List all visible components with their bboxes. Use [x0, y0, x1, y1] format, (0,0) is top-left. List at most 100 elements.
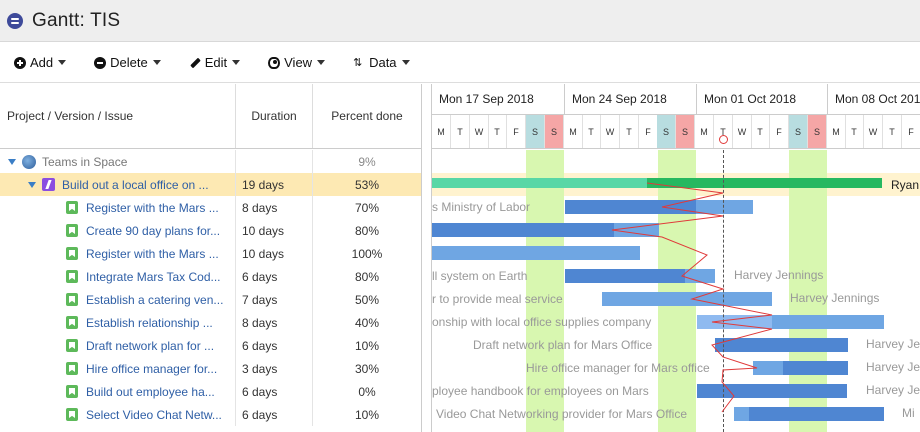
task-bar[interactable] — [697, 384, 847, 398]
name-cell: Establish a catering ven... — [0, 288, 236, 311]
task-bar[interactable] — [565, 269, 715, 283]
column-header-percent[interactable]: Percent done — [331, 109, 403, 123]
table-row[interactable]: Select Video Chat Netw... 6 days 10% — [0, 403, 421, 426]
name-cell: Register with the Mars ... — [0, 242, 236, 265]
table-row[interactable]: Integrate Mars Tax Cod... 6 days 80% — [0, 265, 421, 288]
task-progress — [602, 292, 687, 306]
day-header: S — [808, 115, 827, 148]
task-bar[interactable] — [753, 361, 848, 375]
day-header: M — [432, 115, 451, 148]
assignee-label: Harvey Je — [866, 337, 920, 351]
assignee-label: Harvey Jennings — [790, 291, 880, 305]
day-header: M — [564, 115, 583, 148]
duration-cell: 6 days — [236, 380, 313, 403]
issue-link[interactable]: Establish a catering ven... — [86, 292, 224, 307]
plus-circle-icon — [14, 56, 26, 69]
edit-menu-button[interactable]: Edit — [189, 55, 241, 70]
assignee-label: Harvey Je — [866, 360, 920, 374]
edit-label: Edit — [204, 55, 228, 70]
task-bar[interactable] — [602, 292, 772, 306]
row-name: Teams in Space — [42, 154, 128, 169]
issue-link[interactable]: Integrate Mars Tax Cod... — [86, 269, 221, 284]
column-header-duration[interactable]: Duration — [236, 84, 313, 148]
table-row[interactable]: Hire office manager for... 3 days 30% — [0, 357, 421, 380]
collapse-caret-icon[interactable] — [28, 181, 36, 188]
table-row[interactable]: Register with the Mars ... 10 days 100% — [0, 242, 421, 265]
issue-link[interactable]: Establish relationship ... — [86, 315, 213, 330]
table-row[interactable]: Create 90 day plans for... 10 days 80% — [0, 219, 421, 242]
gantt-chart: Mon 17 Sep 2018 Mon 24 Sep 2018 Mon 01 O… — [432, 84, 920, 432]
delete-label: Delete — [110, 55, 148, 70]
epic-bar-progress[interactable] — [647, 178, 882, 188]
issue-grid: Teams in Space 9% Build out a local offi… — [0, 150, 421, 432]
toolbar: Add Delete Edit View ⇅ Data — [0, 43, 920, 83]
day-header: T — [620, 115, 639, 148]
duration-cell: 6 days — [236, 403, 313, 426]
task-bar[interactable] — [432, 223, 659, 237]
delete-menu-button[interactable]: Delete — [94, 55, 161, 70]
day-header: T — [488, 115, 507, 148]
column-header-name[interactable]: Project / Version / Issue — [0, 84, 236, 148]
issue-link[interactable]: Register with the Mars ... — [86, 246, 219, 261]
table-row[interactable]: Establish a catering ven... 7 days 50% — [0, 288, 421, 311]
name-cell: Register with the Mars ... — [0, 196, 236, 219]
app-logo-icon — [7, 12, 23, 29]
critical-path-overlay — [611, 182, 773, 413]
percent-cell: 70% — [354, 200, 380, 215]
name-cell: Select Video Chat Netw... — [0, 403, 236, 426]
table-row[interactable]: Establish relationship ... 8 days 40% — [0, 311, 421, 334]
task-label: Video Chat Networking provider for Mars … — [436, 407, 687, 421]
table-row[interactable]: Teams in Space 9% — [0, 150, 421, 173]
issue-link[interactable]: Hire office manager for... — [86, 361, 218, 376]
week-header: Mon 01 Oct 2018 — [697, 84, 828, 115]
task-progress — [432, 223, 614, 237]
pencil-icon — [189, 57, 201, 69]
percent-cell: 80% — [354, 269, 380, 284]
data-menu-button[interactable]: ⇅ Data — [353, 55, 410, 70]
day-header: M — [695, 115, 714, 148]
today-marker-icon — [719, 135, 728, 144]
day-header: T — [714, 115, 733, 148]
issue-link[interactable]: Create 90 day plans for... — [86, 223, 221, 238]
table-row[interactable]: Build out employee ha... 6 days 0% — [0, 380, 421, 403]
issue-link[interactable]: Select Video Chat Netw... — [86, 407, 222, 422]
task-bar[interactable] — [432, 246, 640, 260]
day-header: S — [526, 115, 545, 148]
week-header: Mon 24 Sep 2018 — [565, 84, 697, 115]
add-menu-button[interactable]: Add — [14, 55, 67, 70]
view-label: View — [284, 55, 313, 70]
minus-circle-icon — [94, 56, 107, 69]
story-icon — [66, 293, 78, 306]
task-label: ployee handbook for employees on Mars — [432, 384, 649, 398]
view-menu-button[interactable]: View — [268, 55, 326, 70]
table-row[interactable]: Register with the Mars ... 8 days 70% — [0, 196, 421, 219]
task-label: onship with local office supplies compan… — [432, 315, 652, 329]
day-header: W — [470, 115, 489, 148]
task-bar[interactable] — [565, 200, 753, 214]
story-icon — [66, 316, 78, 329]
chevron-down-icon — [317, 60, 326, 65]
issue-link[interactable]: Build out employee ha... — [86, 384, 215, 399]
sort-arrows-icon: ⇅ — [353, 56, 363, 69]
task-bar[interactable] — [715, 338, 848, 352]
issue-link[interactable]: Build out a local office on ... — [62, 177, 209, 192]
duration-cell: 8 days — [236, 311, 313, 334]
assignee-label: Ryan — [891, 178, 920, 192]
duration-cell: 7 days — [236, 288, 313, 311]
epic-bar[interactable] — [432, 178, 647, 188]
table-row[interactable]: Build out a local office on ... 19 days … — [0, 173, 421, 196]
collapse-caret-icon[interactable] — [8, 158, 16, 165]
issue-link[interactable]: Draft network plan for ... — [86, 338, 215, 353]
project-globe-icon — [22, 154, 36, 169]
duration-cell: 10 days — [236, 219, 313, 242]
day-header: W — [864, 115, 883, 148]
table-row[interactable]: Draft network plan for ... 6 days 10% — [0, 334, 421, 357]
day-header: T — [451, 115, 470, 148]
task-progress — [432, 246, 640, 260]
task-bar[interactable] — [734, 407, 884, 421]
issue-link[interactable]: Register with the Mars ... — [86, 200, 219, 215]
percent-cell: 0% — [358, 384, 376, 399]
pane-splitter[interactable] — [421, 84, 432, 432]
day-header: S — [676, 115, 695, 148]
name-cell: Hire office manager for... — [0, 357, 236, 380]
